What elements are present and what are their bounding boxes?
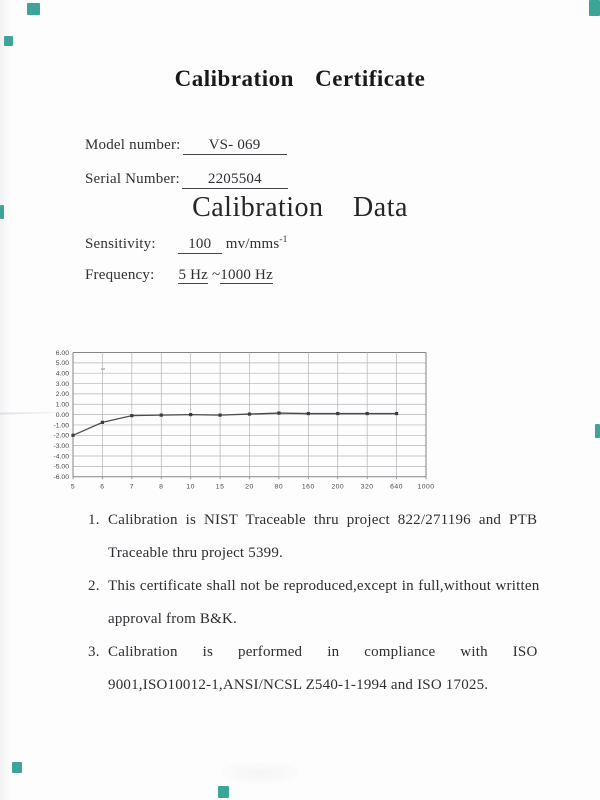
- note-line: Calibration is performed in compliance w…: [108, 644, 538, 660]
- svg-text:20: 20: [245, 484, 254, 491]
- svg-text:6.00: 6.00: [56, 350, 69, 357]
- sensitivity-label: Sensitivity:: [85, 236, 156, 252]
- note-item: 3. Calibration is performed in complianc…: [88, 636, 538, 702]
- page-title: Calibration Certificate: [174, 66, 426, 91]
- sensitivity-row: Sensitivity: 100 mv/mms-1: [85, 235, 287, 254]
- svg-text:5.00: 5.00: [56, 360, 69, 367]
- scan-speck: [101, 368, 105, 370]
- note-line: This certificate shall not be reproduced…: [108, 578, 540, 594]
- note-number: 3.: [88, 644, 100, 660]
- note-item: 2. This certificate shall not be reprodu…: [88, 570, 540, 636]
- svg-text:1.00: 1.00: [56, 402, 69, 409]
- note-line: 9001,ISO10012-1,ANSI/NCSL Z540-1-1994 an…: [108, 677, 489, 693]
- calibration-chart: 6.00 5.00 4.00 3.00 2.00 1.00 0.00 -1.00 -2.00 -3…: [30, 344, 450, 498]
- svg-text:-6.00: -6.00: [54, 474, 70, 481]
- sensitivity-unit-exponent: -1: [279, 235, 288, 245]
- serial-number-value: 2205504: [181, 171, 288, 189]
- model-number-label: Model number:: [85, 137, 181, 153]
- sensitivity-unit: mv/mms-1: [225, 235, 288, 252]
- sensitivity-value: 100: [177, 236, 222, 254]
- svg-text:-5.00: -5.00: [54, 464, 70, 471]
- svg-text:-2.00: -2.00: [54, 433, 70, 440]
- svg-text:6: 6: [100, 484, 104, 491]
- frequency-row: Frequency: 5 Hz ~1000 Hz: [85, 267, 273, 284]
- scan-artifact: [595, 424, 600, 438]
- model-number-value: VS- 069: [182, 137, 287, 155]
- frequency-low: 5 Hz: [178, 267, 209, 284]
- svg-text:8: 8: [159, 484, 163, 491]
- note-line: Calibration is NIST Traceable thru proje…: [108, 512, 538, 528]
- frequency-high: 1000 Hz: [220, 267, 273, 284]
- frequency-value: 5 Hz ~1000 Hz: [178, 267, 273, 284]
- scan-smudge: [222, 762, 298, 784]
- svg-text:-4.00: -4.00: [54, 453, 70, 460]
- note-number: 2.: [88, 578, 100, 594]
- scan-artifact: [12, 762, 22, 773]
- scan-artifact: [218, 786, 229, 798]
- svg-text:640: 640: [390, 484, 403, 491]
- scan-artifact: [27, 3, 40, 15]
- svg-text:4.00: 4.00: [56, 371, 69, 378]
- svg-text:10: 10: [186, 484, 195, 491]
- scan-artifact: [0, 205, 4, 219]
- frequency-tilde: ~: [208, 267, 221, 283]
- serial-number-row: Serial Number: 2205504: [85, 171, 288, 189]
- scan-artifact: [4, 36, 13, 46]
- svg-text:2.00: 2.00: [56, 391, 69, 398]
- frequency-label: Frequency:: [85, 267, 155, 283]
- serial-number-label: Serial Number:: [85, 171, 180, 187]
- svg-text:80: 80: [275, 484, 284, 491]
- model-number-row: Model number: VS- 069: [85, 137, 287, 155]
- svg-text:-3.00: -3.00: [54, 443, 70, 450]
- svg-text:0.00: 0.00: [56, 412, 69, 419]
- svg-text:7: 7: [130, 484, 134, 491]
- svg-text:-1.00: -1.00: [54, 422, 70, 429]
- svg-text:1000: 1000: [417, 484, 434, 491]
- svg-text:15: 15: [216, 484, 225, 491]
- note-line: Traceable thru project 5399.: [108, 545, 283, 561]
- frequency-response-plot: 6.00 5.00 4.00 3.00 2.00 1.00 0.00 -1.00 -2.00 -3…: [54, 350, 435, 491]
- svg-text:160: 160: [302, 484, 315, 491]
- note-line: approval from B&K.: [108, 611, 237, 627]
- section-title: Calibration Data: [192, 192, 408, 223]
- scan-artifact: [589, 0, 600, 16]
- svg-text:320: 320: [361, 484, 374, 491]
- note-item: 1. Calibration is NIST Traceable thru pr…: [88, 504, 538, 570]
- svg-text:3.00: 3.00: [56, 381, 69, 388]
- notes-section: 1. Calibration is NIST Traceable thru pr…: [88, 504, 540, 702]
- svg-text:5: 5: [71, 484, 75, 491]
- svg-text:200: 200: [331, 484, 344, 491]
- note-number: 1.: [88, 512, 100, 528]
